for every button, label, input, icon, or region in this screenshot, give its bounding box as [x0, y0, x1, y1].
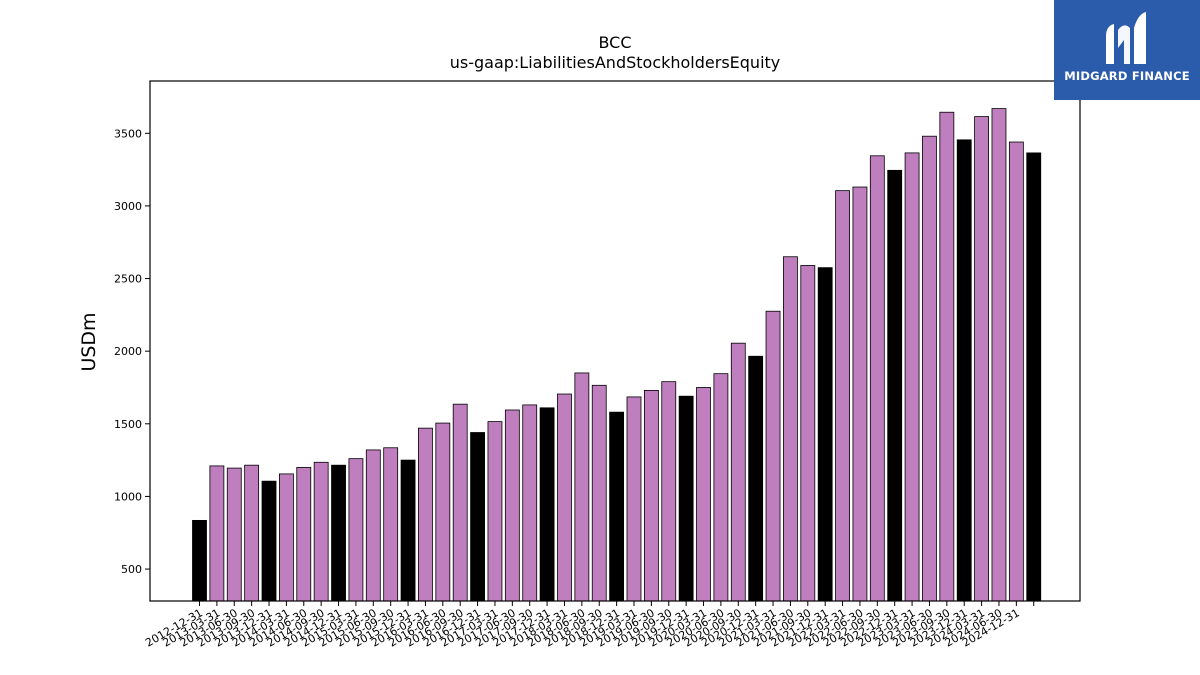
bar	[192, 519, 207, 602]
bar	[643, 389, 659, 602]
bar	[696, 387, 711, 602]
bar	[244, 464, 260, 602]
bar	[574, 372, 590, 602]
bar	[487, 421, 503, 602]
bar	[730, 342, 746, 602]
bar	[226, 467, 242, 602]
bar	[331, 464, 346, 602]
bar	[209, 465, 225, 602]
bar	[748, 355, 764, 602]
bar	[835, 190, 850, 602]
y-tick-label: 3000	[114, 200, 142, 213]
y-axis-label: USDm	[78, 312, 100, 371]
bar	[261, 480, 277, 602]
bar	[1026, 152, 1042, 602]
plot-frame	[149, 80, 1081, 602]
bar	[609, 411, 625, 602]
plot-area: 5001000150020002500300035002012-12-31201…	[114, 80, 1081, 650]
midgard-finance-logo: MIDGARD FINANCE	[1054, 0, 1200, 100]
y-tick-label: 2500	[114, 273, 142, 286]
y-tick-label: 3500	[114, 127, 142, 140]
chart-subtitle: us-gaap:LiabilitiesAndStockholdersEquity	[450, 53, 781, 72]
bar	[539, 407, 555, 602]
y-tick-label: 2000	[114, 345, 142, 358]
bar	[678, 395, 694, 602]
bar	[887, 169, 903, 602]
bar	[522, 404, 538, 602]
bar	[661, 381, 677, 602]
bar	[1008, 141, 1024, 602]
bar	[383, 447, 399, 602]
bar	[852, 186, 868, 602]
bar	[296, 466, 312, 602]
y-tick-label: 1000	[114, 490, 142, 503]
bar	[418, 427, 433, 602]
bar	[470, 432, 485, 602]
bar	[991, 108, 1007, 602]
bar	[313, 461, 329, 602]
y-tick-label: 1500	[114, 418, 142, 431]
bar	[348, 458, 364, 602]
bar	[800, 265, 816, 602]
chart-title: BCC	[598, 33, 631, 52]
bar	[435, 422, 451, 602]
bar	[365, 449, 381, 602]
bar	[626, 396, 642, 602]
bar	[400, 459, 416, 602]
bar	[504, 409, 520, 602]
bar	[278, 473, 294, 602]
bar	[904, 152, 920, 602]
bar	[783, 256, 798, 602]
bar	[765, 310, 781, 602]
bar	[956, 139, 972, 602]
bar	[974, 116, 989, 602]
bar	[939, 111, 955, 602]
y-tick-label: 500	[121, 563, 142, 576]
bar	[713, 373, 729, 602]
logo-text: MIDGARD FINANCE	[1064, 69, 1190, 83]
bar	[452, 403, 468, 602]
bar	[922, 135, 937, 602]
bar	[817, 267, 833, 602]
bar	[869, 155, 885, 602]
bar	[591, 384, 607, 602]
midgard-logo-icon	[1106, 12, 1146, 64]
bar	[557, 393, 572, 602]
